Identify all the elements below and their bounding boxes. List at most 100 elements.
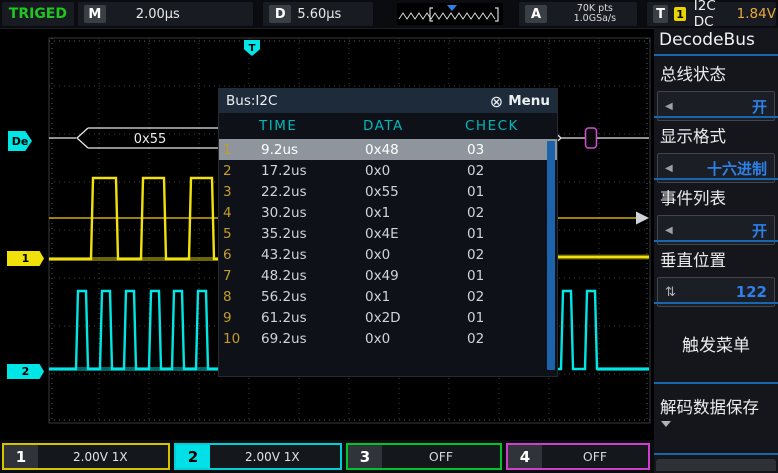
knob-adjust-icon: ⇅ [665,284,676,300]
row-index: 3 [223,183,232,200]
trigger-level-value: 1.84V [736,6,776,22]
row-data: 0x4E [365,225,399,242]
row-index: 10 [223,330,241,347]
channel4-state: OFF [582,449,608,464]
row-check: 02 [467,288,485,305]
row-time: 9.2us [261,141,299,158]
channel4-status[interactable]: 4 OFF [506,443,650,470]
channel1-position-marker[interactable]: 1 [7,251,44,266]
acquisition-badge: A [525,5,548,23]
row-time: 48.2us [261,267,307,284]
row-data: 0x0 [365,162,391,179]
row-index: 4 [223,204,232,221]
col-data: DATA [363,118,404,134]
row-check: 01 [467,309,485,326]
divider [654,453,778,455]
table-row[interactable]: 9 61.2us 0x2D 01 [219,307,557,328]
row-time: 30.2us [261,204,307,221]
channel2-marker-label: 2 [21,365,30,378]
bus-status-value: 开 [751,97,767,116]
timebase-value: 2.00µs [135,6,180,22]
table-row[interactable]: 5 35.2us 0x4E 01 [219,223,557,244]
menu-section-event-list: 事件列表 ◀ 开 [654,180,778,245]
row-index: 5 [223,225,232,242]
channel2-number: 2 [176,445,210,468]
chevron-left-icon: ◀ [665,100,673,112]
channel4-number: 4 [508,445,542,468]
decode-menu-sidebar: DecodeBus 总线状态 ◀ 开 显示格式 ◀ 十六进制 事件列表 ◀ 开 [654,28,778,473]
channel1-marker-label: 1 [21,252,30,265]
channel3-state: OFF [428,449,454,464]
row-index: 7 [223,267,232,284]
trigger-source-badge: 1 [674,7,686,21]
row-time: 17.2us [261,162,307,179]
trigger-menu-label: 触发菜单 [682,335,750,356]
download-icon [661,421,674,446]
divider [654,240,778,242]
channel2-status[interactable]: 2 2.00V 1X [174,443,342,470]
row-time: 22.2us [261,183,307,200]
row-index: 8 [223,288,232,305]
table-row[interactable]: 8 56.2us 0x1 02 [219,286,557,307]
preview-waveform [398,5,499,22]
row-check: 02 [467,204,485,221]
sidebar-title: DecodeBus [659,30,755,50]
trigger-status: TRIGED [2,2,74,26]
trigger-position-marker[interactable]: T [244,40,260,56]
row-check: 02 [467,330,485,347]
row-check: 01 [467,225,485,242]
table-row[interactable]: 7 48.2us 0x49 01 [219,265,557,286]
bus-status-label: 总线状态 [660,65,726,84]
table-row[interactable]: 4 30.2us 0x1 02 [219,202,557,223]
sample-rate: 1.0GSa/s [573,13,617,24]
row-time: 35.2us [261,225,307,242]
table-row[interactable]: 1 9.2us 0x48 03 [219,139,557,160]
table-row[interactable]: 2 17.2us 0x0 02 [219,160,557,181]
trigger-level-arrow-icon[interactable] [636,211,649,225]
row-check: 01 [467,267,485,284]
table-row[interactable]: 6 43.2us 0x0 02 [219,244,557,265]
channel2-scale: 2.00V 1X [245,449,300,464]
timebase-badge: M [83,5,106,23]
channel1-status[interactable]: 1 2.00V 1X [2,443,170,470]
row-data: 0x2D [365,309,401,326]
decode-save-button[interactable]: 解码数据保存 [654,384,778,453]
row-check: 02 [467,162,485,179]
trigger-menu-button[interactable]: 触发菜单 [654,304,778,382]
row-data: 0x55 [365,183,399,200]
close-icon[interactable]: ⊗ [489,91,504,111]
table-row[interactable]: 10 69.2us 0x0 02 [219,328,557,349]
menu-button[interactable]: Menu [508,93,550,109]
horizontal-preview[interactable] [397,3,504,25]
channel2-position-marker[interactable]: 2 [7,364,44,379]
channel3-number: 3 [348,445,382,468]
row-time: 69.2us [261,330,307,347]
divider [654,54,778,56]
timebase-segment[interactable]: M 2.00µs [77,2,254,26]
memory-depth: 70K pts [576,3,613,14]
channel-status-bar: 1 2.00V 1X 2 2.00V 1X 3 OFF 4 OFF [0,440,654,473]
dialog-title-bar[interactable]: Bus:I2C ⊗ Menu [219,89,557,113]
bus-event-dialog: Bus:I2C ⊗ Menu TIME DATA CHECK 1 9.2us 0… [218,88,558,377]
row-check: 03 [467,141,485,158]
row-index: 1 [223,141,232,158]
decode-bus-tag[interactable]: De [8,131,32,151]
divider [654,116,778,118]
trigger-badge: T [652,5,669,23]
trigger-segment[interactable]: T 1 I2C DC 1.84V [646,0,776,30]
table-row[interactable]: 3 22.2us 0x55 01 [219,181,557,202]
menu-section-vertical-position: 垂直位置 ⇅ 122 [654,242,778,307]
row-data: 0x1 [365,204,391,221]
chevron-left-icon: ◀ [665,162,673,174]
channel1-waveform [49,176,649,261]
delay-segment[interactable]: D 5.60µs [263,2,374,26]
acquisition-segment[interactable]: A 70K pts 1.0GSa/s [519,2,637,26]
table-scrollbar[interactable] [547,141,555,370]
divider [654,382,778,384]
row-check: 01 [467,183,485,200]
delay-badge: D [269,5,292,23]
decode-bus-tag-label: De [11,134,29,148]
channel3-status[interactable]: 3 OFF [346,443,502,470]
row-time: 56.2us [261,288,307,305]
acquisition-info: 70K pts 1.0GSa/s [553,4,637,24]
